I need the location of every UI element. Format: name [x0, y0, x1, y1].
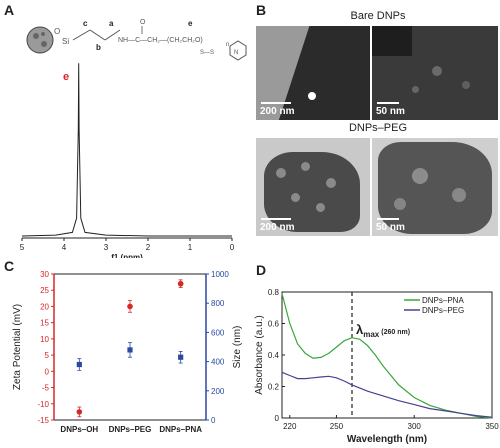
c-category-label: DNPs–OH: [60, 425, 98, 434]
c-right-tick-label: 0: [211, 416, 216, 425]
c-size-point: [178, 354, 184, 360]
chain-label-a: a: [109, 19, 114, 28]
c-right-tick-label: 1000: [211, 270, 229, 279]
c-size-point: [127, 347, 133, 353]
scale-label-3: 200 nm: [260, 222, 295, 233]
nmr-x-axis-label: f1 (ppm): [111, 253, 143, 258]
c-zeta-point: [177, 280, 184, 287]
d-x-axis-title: Wavelength (nm): [347, 434, 427, 445]
c-left-tick-label: 0: [45, 367, 50, 376]
c-right-tick-label: 400: [211, 358, 225, 367]
c-category-label: DNPs–PNA: [159, 425, 202, 434]
zeta-size-chart: -15 -10 -5 0 5 10 15 20 25 30 0 200 400 600 800 1000 DNP…: [12, 270, 243, 434]
d-y-tick-label: 0: [275, 414, 280, 423]
d-series-line-1: [281, 371, 493, 418]
structure-o-label: O: [54, 27, 60, 36]
c-right-axis-title: Size (nm): [232, 326, 243, 369]
c-zeta-point: [127, 303, 133, 310]
nmr-spectrum-line: [21, 63, 232, 237]
panel-letter-a: A: [4, 2, 15, 18]
tem-image-bare-50nm: 50 nm: [372, 26, 498, 120]
structure-main-text: NH—C—CH₂—(CH₂CH₂O): [118, 37, 203, 44]
c-left-tick-label: 20: [40, 302, 49, 311]
c-left-tick-label: 5: [45, 351, 50, 360]
d-y-tick-label: 0.6: [268, 320, 280, 329]
chain-label-c: c: [83, 19, 88, 28]
c-right-tick-label: 600: [211, 328, 225, 337]
scale-label-4: 50 nm: [376, 222, 405, 233]
c-left-axis-title: Zeta Potential (mV): [12, 304, 23, 390]
nmr-x-tick-label: 0: [230, 243, 235, 252]
tem-title-bottom: DNPs–PEG: [348, 122, 408, 134]
d-y-axis-title: Absorbance (a.u.): [254, 315, 265, 395]
peak-label-e: e: [63, 71, 69, 83]
structure-si-label: Si: [62, 37, 69, 46]
nmr-x-tick-label: 3: [104, 243, 109, 252]
chemical-structure: O Si c b a e NH—C—CH₂—(CH₂CH₂O) n S—S O …: [26, 19, 247, 61]
d-legend-label: DNPs–PEG: [422, 306, 464, 315]
uv-vis-chart: 220 250 300 350 0 0.2 0.4 0.6 0.8 Wavelength (nm)…: [254, 288, 499, 445]
svg-text:N: N: [234, 50, 238, 56]
structure-n-text: n: [226, 42, 229, 48]
panel-letter-b: B: [256, 2, 267, 18]
tem-image-bare-200nm: 200 nm: [256, 26, 370, 120]
carbonyl-o: O: [140, 19, 146, 26]
c-size-point: [76, 361, 82, 368]
scale-label-2: 50 nm: [376, 106, 405, 117]
d-lambda-max-annotation: λmax (260 nm): [356, 322, 410, 339]
d-series-line-0: [281, 293, 493, 419]
c-zeta-point: [76, 409, 83, 415]
nmr-x-tick-label: 4: [62, 243, 67, 252]
chain-label-e: e: [188, 19, 193, 28]
chain-label-b: b: [96, 43, 101, 52]
d-x-tick-label: 350: [485, 422, 499, 431]
nmr-spectrum-panel: O Si c b a e NH—C—CH₂—(CH₂CH₂O) n S—S O …: [20, 19, 247, 258]
c-category-label: DNPs–PEG: [109, 425, 152, 434]
nmr-x-tick-label: 2: [146, 243, 151, 252]
d-x-tick-label: 220: [283, 422, 297, 431]
pyridine-icon: N: [229, 40, 247, 61]
d-legend-label: DNPs–PNA: [422, 296, 464, 305]
d-y-tick-label: 0.4: [268, 351, 280, 360]
c-left-tick-label: 25: [40, 286, 49, 295]
structure-ss-text: S—S: [200, 50, 214, 56]
panel-letter-d: D: [256, 262, 267, 278]
c-left-tick-label: 15: [40, 319, 49, 328]
nanoparticle-icon: [26, 26, 54, 54]
tem-title-top: Bare DNPs: [350, 10, 406, 22]
d-y-tick-label: 0.8: [268, 288, 280, 297]
panel-letter-c: C: [4, 258, 15, 274]
nmr-x-tick-label: 5: [20, 243, 25, 252]
d-x-tick-label: 300: [408, 422, 422, 431]
tem-image-peg-50nm: 50 nm: [372, 138, 498, 236]
nmr-x-tick-label: 1: [188, 243, 193, 252]
scale-label-1: 200 nm: [260, 106, 295, 117]
c-right-tick-label: 200: [211, 387, 225, 396]
tem-image-peg-200nm: 200 nm: [256, 138, 370, 236]
c-left-tick-label: 10: [40, 335, 49, 344]
d-x-tick-label: 250: [330, 422, 344, 431]
c-right-tick-label: 800: [211, 299, 225, 308]
c-left-tick-label: -5: [42, 384, 50, 393]
d-y-tick-label: 0.2: [268, 383, 280, 392]
c-left-tick-label: -10: [37, 400, 49, 409]
c-left-tick-label: -15: [37, 416, 49, 425]
c-left-tick-label: 30: [40, 270, 49, 279]
